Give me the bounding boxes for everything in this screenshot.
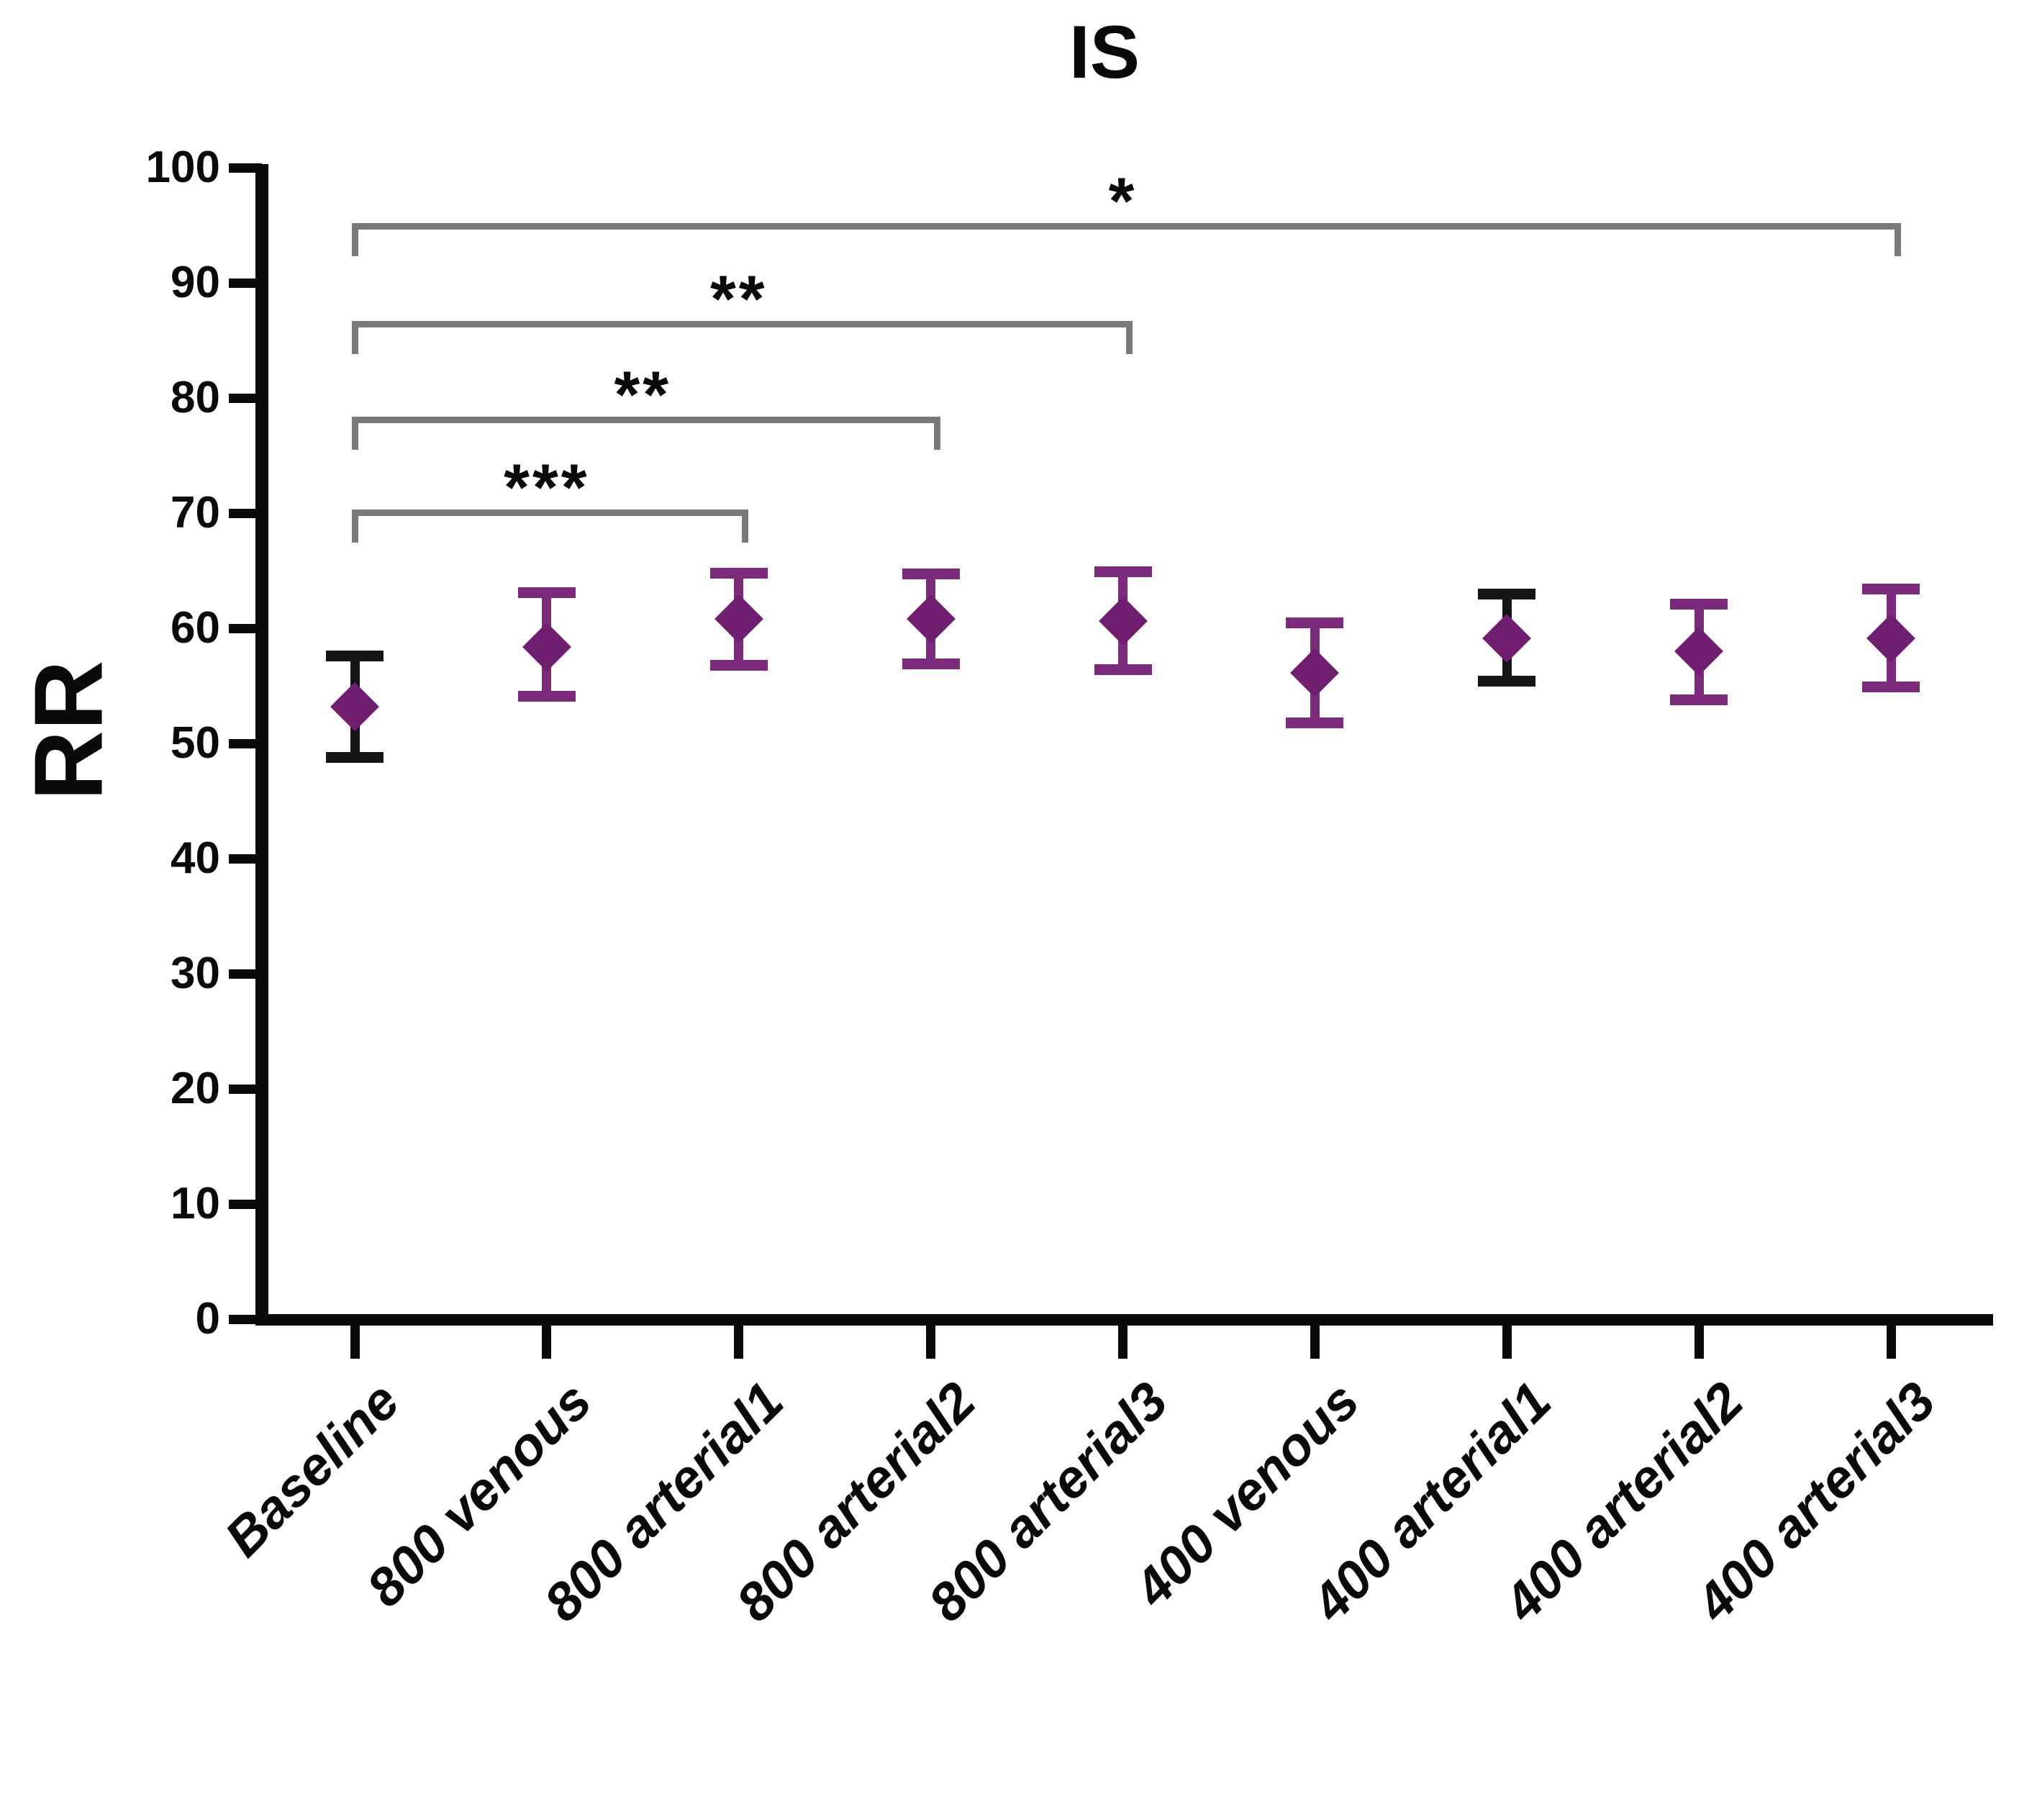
error-bar-cap-upper <box>1670 598 1728 610</box>
y-axis-tick <box>229 738 262 748</box>
x-axis-tick <box>542 1326 552 1359</box>
error-bar-cap-lower <box>1478 676 1536 687</box>
x-axis-tick <box>1694 1326 1704 1359</box>
error-bar-cap-lower <box>517 690 576 702</box>
y-axis-tick <box>229 278 262 288</box>
significance-bracket-end <box>1126 320 1133 354</box>
significance-label: ** <box>709 262 768 336</box>
chart-title: IS <box>1069 11 1140 94</box>
error-bar-cap-upper <box>709 567 768 579</box>
error-bar-cap-lower <box>709 659 768 671</box>
y-tick-label: 70 <box>171 488 220 538</box>
error-bar-cap-lower <box>1670 694 1728 705</box>
scatter-errorbar-chart: IS RR 0 10 20 30 40 50 60 70 80 90 100 Baseline 800 … <box>14 11 1993 1633</box>
y-axis-tick <box>229 969 262 979</box>
significance-label: * <box>1108 164 1138 238</box>
significance-bracket-end <box>742 510 749 543</box>
y-tick-label: 20 <box>171 1064 220 1113</box>
significance-bracket-end <box>934 416 941 450</box>
y-tick-label: 60 <box>171 603 220 653</box>
significance-bracket <box>351 320 1133 327</box>
x-axis-tick <box>926 1326 936 1359</box>
significance-label: *** <box>504 451 590 525</box>
data-point-marker <box>330 682 379 731</box>
error-bar-cap-lower <box>902 658 960 670</box>
significance-bracket <box>351 416 941 423</box>
y-tick-label: 80 <box>171 373 220 422</box>
y-axis-tick <box>229 393 262 403</box>
error-bar-cap-lower <box>326 751 384 763</box>
significance-bracket-end <box>1894 222 1901 256</box>
significance-bracket-end <box>351 510 358 543</box>
data-point-marker <box>906 594 956 644</box>
y-tick-label: 30 <box>171 949 220 998</box>
error-bar-cap-upper <box>326 650 384 661</box>
y-axis-tick <box>229 163 262 173</box>
data-point-marker <box>1290 648 1340 698</box>
y-axis-tick <box>229 623 262 633</box>
significance-label: ** <box>614 358 672 432</box>
significance-bracket <box>351 222 1901 230</box>
data-point-marker <box>522 622 571 671</box>
y-axis-tick <box>229 1199 262 1209</box>
x-axis-tick <box>1502 1326 1512 1359</box>
error-bar-cap-lower <box>1094 664 1152 676</box>
error-bar-cap-upper <box>902 569 960 580</box>
y-axis-tick <box>229 854 262 864</box>
x-axis-tick <box>1886 1326 1896 1359</box>
data-point-marker <box>714 594 763 644</box>
y-axis-tick <box>229 1314 262 1324</box>
y-axis-line <box>255 164 268 1326</box>
data-point-marker <box>1098 597 1148 646</box>
error-bar-cap-upper <box>1478 588 1536 599</box>
y-tick-label: 100 <box>145 142 220 192</box>
y-tick-label: 40 <box>171 833 220 883</box>
x-axis-tick <box>734 1326 744 1359</box>
y-axis-tick <box>229 508 262 518</box>
x-axis-line <box>255 1314 1993 1326</box>
y-tick-label: 90 <box>171 258 220 307</box>
y-axis-tick <box>229 1084 262 1094</box>
significance-bracket <box>351 510 749 517</box>
x-axis-tick <box>1310 1326 1320 1359</box>
x-axis-tick <box>350 1326 360 1359</box>
significance-bracket-end <box>351 222 358 256</box>
x-axis-tick <box>1118 1326 1128 1359</box>
error-bar-cap-upper <box>1286 617 1344 628</box>
error-bar-cap-upper <box>1862 584 1920 595</box>
error-bar-cap-lower <box>1286 717 1344 728</box>
y-tick-label: 10 <box>171 1179 220 1228</box>
significance-bracket-end <box>351 416 358 450</box>
error-bar-cap-upper <box>517 587 576 598</box>
y-tick-label: 50 <box>171 718 220 768</box>
data-point-marker <box>1866 614 1915 664</box>
data-point-marker <box>1482 614 1532 664</box>
y-tick-label: 0 <box>195 1294 220 1344</box>
data-point-marker <box>1674 627 1724 676</box>
error-bar-cap-upper <box>1094 566 1152 578</box>
significance-bracket-end <box>351 320 358 354</box>
error-bar-cap-lower <box>1862 682 1920 693</box>
